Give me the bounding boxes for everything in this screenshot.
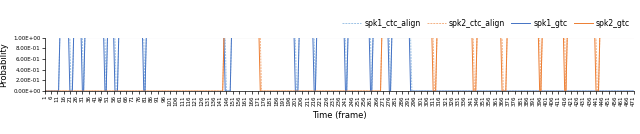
spk2_gtc xyxy=(85,90,93,92)
spk2_ctc_align xyxy=(630,37,637,38)
spk1_gtc xyxy=(41,90,49,92)
Line: spk1_gtc: spk1_gtc xyxy=(45,38,634,91)
spk1_gtc xyxy=(340,37,348,38)
spk1_ctc_align xyxy=(56,37,63,38)
Legend: spk1_ctc_align, spk2_ctc_align, spk1_gtc, spk2_gtc: spk1_ctc_align, spk2_ctc_align, spk1_gtc… xyxy=(342,19,630,28)
spk2_ctc_align xyxy=(506,37,513,38)
Y-axis label: Probability: Probability xyxy=(0,42,8,87)
X-axis label: Time (frame): Time (frame) xyxy=(312,111,367,120)
spk2_gtc xyxy=(463,37,471,38)
spk1_ctc_align xyxy=(41,90,49,92)
spk2_gtc xyxy=(220,37,228,38)
spk1_gtc xyxy=(56,37,63,38)
spk2_ctc_align xyxy=(85,90,93,92)
Line: spk2_gtc: spk2_gtc xyxy=(45,38,634,91)
Line: spk2_ctc_align: spk2_ctc_align xyxy=(45,38,634,91)
spk1_ctc_align xyxy=(463,90,471,92)
spk1_gtc xyxy=(630,90,637,92)
spk1_gtc xyxy=(234,37,241,38)
spk2_ctc_align xyxy=(340,90,348,92)
spk1_gtc xyxy=(463,90,471,92)
Line: spk1_ctc_align: spk1_ctc_align xyxy=(45,38,634,91)
spk2_gtc xyxy=(478,37,486,38)
spk1_ctc_align xyxy=(234,37,241,38)
spk2_gtc xyxy=(506,37,513,38)
spk1_gtc xyxy=(86,37,93,38)
spk2_ctc_align xyxy=(478,37,486,38)
spk2_gtc xyxy=(630,37,637,38)
spk1_ctc_align xyxy=(86,37,93,38)
spk2_gtc xyxy=(41,90,49,92)
spk1_ctc_align xyxy=(478,90,486,92)
spk1_ctc_align xyxy=(340,37,348,38)
spk2_ctc_align xyxy=(463,37,471,38)
spk2_gtc xyxy=(340,90,348,92)
spk1_ctc_align xyxy=(630,90,637,92)
spk1_ctc_align xyxy=(506,90,513,92)
spk2_ctc_align xyxy=(41,90,49,92)
spk1_gtc xyxy=(506,90,513,92)
spk1_gtc xyxy=(478,90,486,92)
spk2_ctc_align xyxy=(220,37,228,38)
spk2_ctc_align xyxy=(234,37,241,38)
spk2_gtc xyxy=(234,37,241,38)
